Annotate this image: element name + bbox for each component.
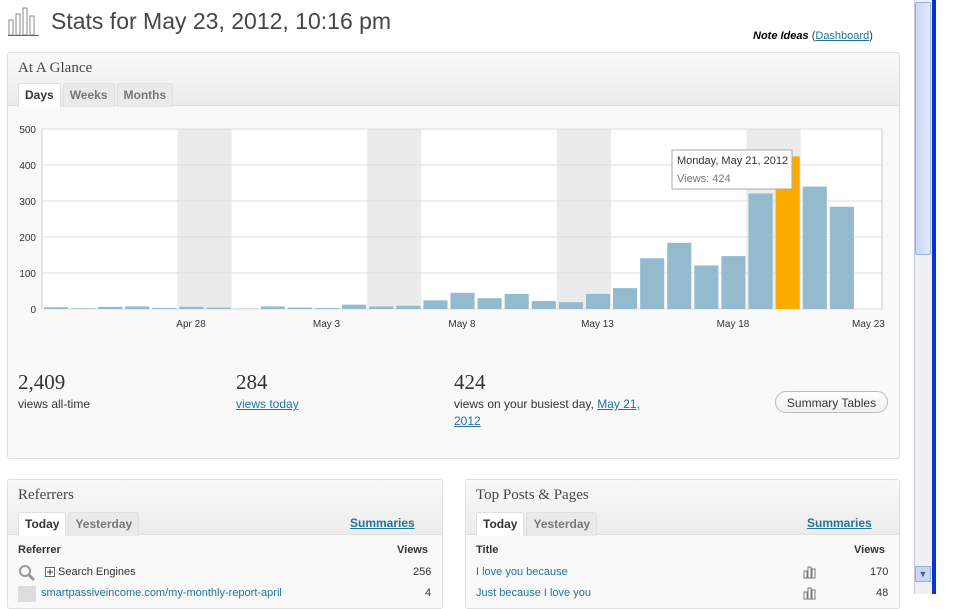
chart-tooltip: Monday, May 21, 2012 Views: 424 [672, 150, 792, 189]
weekend-shade [557, 129, 611, 309]
all-time-value: 2,409 [18, 370, 65, 395]
bar-may-7[interactable] [423, 300, 447, 309]
window-border [932, 0, 936, 594]
top-posts-summaries-link[interactable]: Summaries [807, 516, 872, 530]
views-chart: 0 100 200 300 400 500 Apr 28 May 3 May 8 May 13 Ma… [0, 0, 958, 345]
referrers-header: Referrers Today Yesterday Summaries [8, 480, 442, 535]
views-today-link[interactable]: views today [236, 397, 299, 411]
x-tick-label: May 23 [852, 319, 885, 330]
y-tick-label: 0 [30, 305, 36, 316]
bar-may-13[interactable] [586, 294, 610, 309]
bar-may-9[interactable] [478, 298, 502, 309]
referrers-title: Referrers [18, 487, 74, 504]
top-posts-title: Top Posts & Pages [476, 487, 589, 504]
post-stats-icon[interactable] [803, 586, 819, 600]
y-tick-label: 300 [19, 197, 36, 208]
bar-apr-23[interactable] [44, 307, 68, 309]
bar-may-14[interactable] [613, 288, 637, 309]
referrer-favicon [18, 586, 36, 602]
bar-may-5[interactable] [369, 306, 393, 309]
bar-may-17[interactable] [694, 265, 718, 309]
col-views: Views [397, 544, 428, 556]
referrer-row-views: 256 [413, 566, 431, 578]
y-tick-label: 500 [19, 125, 36, 136]
top-posts-panel: Top Posts & Pages Today Yesterday Summar… [465, 479, 900, 609]
x-tick-label: May 3 [313, 319, 341, 330]
x-tick-label: May 18 [717, 319, 750, 330]
bar-may-22[interactable] [830, 207, 854, 309]
bar-may-12[interactable] [559, 302, 583, 309]
scrollbar-thumb[interactable] [915, 2, 931, 255]
post-stats-icon[interactable] [803, 565, 819, 579]
referrer-link[interactable]: smartpassiveincome.com/my-monthly-report… [41, 587, 282, 599]
busiest-day-link[interactable]: May 21, [597, 397, 640, 411]
weekend-shade [367, 129, 421, 309]
post-link[interactable]: Just because I love you [476, 587, 591, 599]
today-value: 284 [236, 370, 268, 395]
tooltip-views: Views: 424 [677, 173, 731, 185]
scroll-down-arrow-icon[interactable]: ▼ [915, 566, 931, 582]
tab-posts-today[interactable]: Today [476, 512, 524, 536]
bar-may-8[interactable] [450, 293, 474, 309]
y-tick-label: 200 [19, 233, 36, 244]
bar-apr-29[interactable] [207, 308, 231, 309]
referrers-tabs: Today Yesterday [18, 512, 141, 536]
referrers-panel: Referrers Today Yesterday Summaries Refe… [7, 479, 443, 609]
bar-may-4[interactable] [342, 305, 366, 309]
busiest-year-link[interactable]: 2012 [454, 414, 481, 428]
col-views: Views [854, 544, 885, 556]
referrers-summaries-link[interactable]: Summaries [350, 516, 415, 530]
weekend-shade [177, 129, 231, 309]
bar-may-16[interactable] [667, 243, 691, 309]
top-posts-header: Top Posts & Pages Today Yesterday Summar… [466, 480, 899, 535]
bar-apr-28[interactable] [179, 307, 203, 309]
bar-may-3[interactable] [315, 308, 339, 309]
bar-may-19[interactable] [749, 193, 773, 309]
referrer-row-link: smartpassiveincome.com/my-monthly-report… [41, 587, 282, 599]
tab-posts-yesterday[interactable]: Yesterday [526, 512, 597, 536]
bar-may-1[interactable] [261, 306, 285, 309]
summary-tables-button[interactable]: Summary Tables [775, 391, 888, 413]
post-row-views: 48 [876, 587, 888, 599]
all-time-label: views all-time [18, 396, 90, 413]
col-title: Title [476, 544, 498, 556]
busiest-text: views on your busiest day, [454, 397, 594, 411]
post-row-title: I love you because [476, 566, 568, 578]
tab-referrers-today[interactable]: Today [18, 512, 66, 536]
referrer-row-label[interactable]: Search Engines [58, 566, 136, 578]
bar-apr-24[interactable] [71, 308, 95, 309]
bar-may-18[interactable] [721, 256, 745, 309]
top-posts-tabs: Today Yesterday [476, 512, 599, 536]
x-tick-label: Apr 28 [176, 319, 206, 330]
bar-may-15[interactable] [640, 258, 664, 309]
tab-referrers-yesterday[interactable]: Yesterday [68, 512, 139, 536]
today-label: views today [236, 396, 299, 413]
bar-apr-27[interactable] [152, 308, 176, 309]
bar-may-11[interactable] [532, 301, 556, 309]
bar-may-10[interactable] [505, 294, 529, 309]
tooltip-date: Monday, May 21, 2012 [677, 155, 788, 167]
referrer-row-views: 4 [425, 587, 431, 599]
bar-may-6[interactable] [396, 306, 420, 309]
x-tick-label: May 13 [581, 319, 614, 330]
search-icon [18, 564, 36, 582]
col-referrer: Referrer [18, 544, 61, 556]
busiest-label: views on your busiest day, May 21, 2012 [454, 396, 654, 430]
post-row-views: 170 [870, 566, 888, 578]
bar-may-21[interactable] [803, 187, 827, 309]
post-link[interactable]: I love you because [476, 566, 568, 578]
busiest-value: 424 [454, 370, 486, 395]
bar-may-2[interactable] [288, 308, 312, 309]
x-tick-label: May 8 [448, 319, 476, 330]
expand-icon[interactable] [45, 567, 55, 577]
bar-apr-26[interactable] [125, 306, 149, 309]
post-row-title: Just because I love you [476, 587, 591, 599]
y-tick-label: 100 [19, 269, 36, 280]
bar-apr-25[interactable] [98, 307, 122, 309]
y-tick-label: 400 [19, 161, 36, 172]
